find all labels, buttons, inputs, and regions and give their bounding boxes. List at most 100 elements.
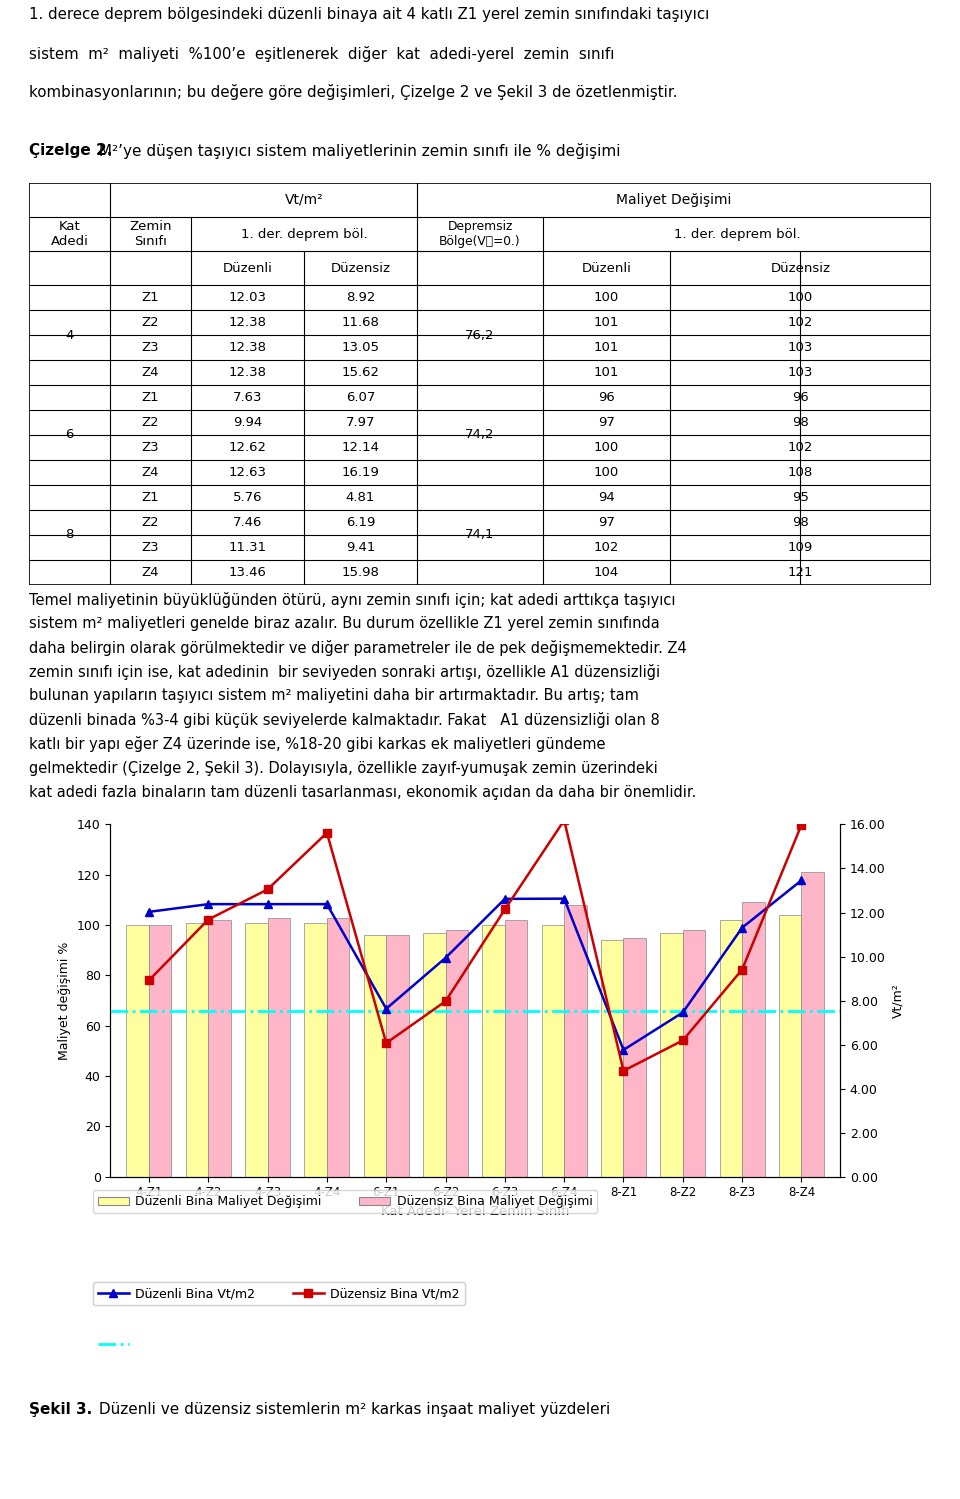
- Text: 6.07: 6.07: [346, 391, 375, 405]
- Text: Z4: Z4: [142, 366, 159, 379]
- Text: Z3: Z3: [142, 342, 159, 354]
- Text: 9.94: 9.94: [233, 417, 262, 429]
- Text: 100: 100: [593, 291, 619, 304]
- Text: 96: 96: [792, 391, 808, 405]
- Text: 12.38: 12.38: [228, 316, 267, 330]
- Text: 12.38: 12.38: [228, 366, 267, 379]
- Text: 101: 101: [593, 316, 619, 330]
- Text: 13.46: 13.46: [228, 565, 267, 579]
- Text: Z2: Z2: [142, 316, 159, 330]
- Text: 13.05: 13.05: [342, 342, 379, 354]
- Text: 96: 96: [598, 391, 614, 405]
- Bar: [802, 872, 824, 1177]
- Text: Vt/m²: Vt/m²: [285, 193, 324, 207]
- Text: Z1: Z1: [142, 391, 159, 405]
- Text: Düzenli: Düzenli: [223, 262, 273, 274]
- Text: 1. der. deprem böl.: 1. der. deprem böl.: [241, 228, 368, 241]
- Text: 8: 8: [65, 528, 74, 541]
- Bar: [386, 935, 409, 1177]
- Text: 7.97: 7.97: [346, 417, 375, 429]
- Bar: [445, 929, 468, 1177]
- Text: 98: 98: [792, 516, 808, 529]
- Bar: [541, 925, 564, 1177]
- Text: 12.63: 12.63: [228, 466, 267, 478]
- Bar: [208, 920, 230, 1177]
- Text: 12.03: 12.03: [228, 291, 267, 304]
- Text: gelmektedir (Çizelge 2, Şekil 3). Dolayısıyla, özellikle zayıf-yumuşak zemin üze: gelmektedir (Çizelge 2, Şekil 3). Dolayı…: [29, 760, 658, 775]
- Bar: [660, 932, 683, 1177]
- Y-axis label: Maliyet değişimi %: Maliyet değişimi %: [59, 941, 71, 1060]
- Bar: [364, 935, 386, 1177]
- Text: 6: 6: [65, 429, 74, 442]
- Bar: [601, 940, 623, 1177]
- Text: sistem  m²  maliyeti  %100’e  eşitlenerek  diğer  kat  adedi-yerel  zemin  sınıf: sistem m² maliyeti %100’e eşitlenerek di…: [29, 46, 614, 61]
- Bar: [720, 920, 742, 1177]
- Bar: [304, 922, 327, 1177]
- Text: Z3: Z3: [142, 541, 159, 553]
- Text: 11.68: 11.68: [342, 316, 379, 330]
- Text: Depremsiz
Bölge(Vᵜ=0.): Depremsiz Bölge(Vᵜ=0.): [439, 220, 521, 249]
- Text: 97: 97: [598, 516, 614, 529]
- Text: Şekil 3.: Şekil 3.: [29, 1402, 92, 1417]
- X-axis label: Kat Adedi- Yerel Zemin Sınıfı: Kat Adedi- Yerel Zemin Sınıfı: [381, 1205, 569, 1219]
- Text: Düzensiz: Düzensiz: [330, 262, 391, 274]
- Text: 4.81: 4.81: [346, 490, 375, 504]
- Bar: [505, 920, 527, 1177]
- Text: 103: 103: [787, 342, 813, 354]
- Text: 101: 101: [593, 342, 619, 354]
- Text: daha belirgin olarak görülmektedir ve diğer parametreler ile de pek değişmemekte: daha belirgin olarak görülmektedir ve di…: [29, 640, 686, 657]
- Text: 102: 102: [787, 316, 813, 330]
- Text: Zemin
Sınıfı: Zemin Sınıfı: [130, 220, 172, 249]
- Text: 1. derece deprem bölgesindeki düzenli binaya ait 4 katlı Z1 yerel zemin sınıfınd: 1. derece deprem bölgesindeki düzenli bi…: [29, 7, 709, 22]
- Text: Z2: Z2: [142, 516, 159, 529]
- Text: 15.98: 15.98: [342, 565, 379, 579]
- Text: 100: 100: [788, 291, 813, 304]
- Bar: [327, 917, 349, 1177]
- Text: 94: 94: [598, 490, 614, 504]
- Text: 15.62: 15.62: [342, 366, 379, 379]
- Text: Düzenli ve düzensiz sistemlerin m² karkas inşaat maliyet yüzdeleri: Düzenli ve düzensiz sistemlerin m² karka…: [94, 1402, 610, 1417]
- Legend: : [93, 1334, 144, 1357]
- Bar: [683, 929, 706, 1177]
- Text: 12.38: 12.38: [228, 342, 267, 354]
- Text: 108: 108: [788, 466, 813, 478]
- Text: 104: 104: [593, 565, 619, 579]
- Bar: [185, 922, 208, 1177]
- Text: 6.19: 6.19: [346, 516, 375, 529]
- Bar: [149, 925, 172, 1177]
- Text: Düzenli: Düzenli: [582, 262, 632, 274]
- Text: 97: 97: [598, 417, 614, 429]
- Text: sistem m² maliyetleri genelde biraz azalır. Bu durum özellikle Z1 yerel zemin sı: sistem m² maliyetleri genelde biraz azal…: [29, 616, 660, 631]
- Text: 95: 95: [792, 490, 808, 504]
- Text: 4: 4: [65, 328, 74, 342]
- Text: Z4: Z4: [142, 466, 159, 478]
- Text: 74,1: 74,1: [466, 528, 494, 541]
- Text: Maliyet Değişimi: Maliyet Değişimi: [616, 193, 732, 207]
- Text: 102: 102: [593, 541, 619, 553]
- Text: 7.46: 7.46: [233, 516, 262, 529]
- Text: Z1: Z1: [142, 291, 159, 304]
- Bar: [245, 922, 268, 1177]
- Text: katlı bir yapı eğer Z4 üzerinde ise, %18-20 gibi karkas ek maliyetleri gündeme: katlı bir yapı eğer Z4 üzerinde ise, %18…: [29, 736, 606, 752]
- Text: 9.41: 9.41: [346, 541, 375, 553]
- Text: Temel maliyetinin büyüklüğünden ötürü, aynı zemin sınıfı için; kat adedi arttıkç: Temel maliyetinin büyüklüğünden ötürü, a…: [29, 592, 675, 609]
- Bar: [779, 914, 802, 1177]
- Text: kombinasyonlarının; bu değere göre değişimleri, Çizelge 2 ve Şekil 3 de özetlenm: kombinasyonlarının; bu değere göre değiş…: [29, 84, 678, 100]
- Bar: [423, 932, 445, 1177]
- Text: 12.14: 12.14: [342, 441, 379, 454]
- Text: 102: 102: [787, 441, 813, 454]
- Text: 98: 98: [792, 417, 808, 429]
- Y-axis label: Vt/m²: Vt/m²: [891, 983, 904, 1018]
- Text: 103: 103: [787, 366, 813, 379]
- Text: 100: 100: [593, 466, 619, 478]
- Text: 109: 109: [788, 541, 813, 553]
- Text: Çizelge 2.: Çizelge 2.: [29, 142, 112, 159]
- Text: Düzensiz: Düzensiz: [770, 262, 830, 274]
- Bar: [127, 925, 149, 1177]
- Text: 12.62: 12.62: [228, 441, 267, 454]
- Text: zemin sınıfı için ise, kat adedinin  bir seviyeden sonraki artışı, özellikle A1 : zemin sınıfı için ise, kat adedinin bir …: [29, 664, 660, 681]
- Text: 16.19: 16.19: [342, 466, 379, 478]
- Text: 11.31: 11.31: [228, 541, 267, 553]
- Text: Z4: Z4: [142, 565, 159, 579]
- Text: 101: 101: [593, 366, 619, 379]
